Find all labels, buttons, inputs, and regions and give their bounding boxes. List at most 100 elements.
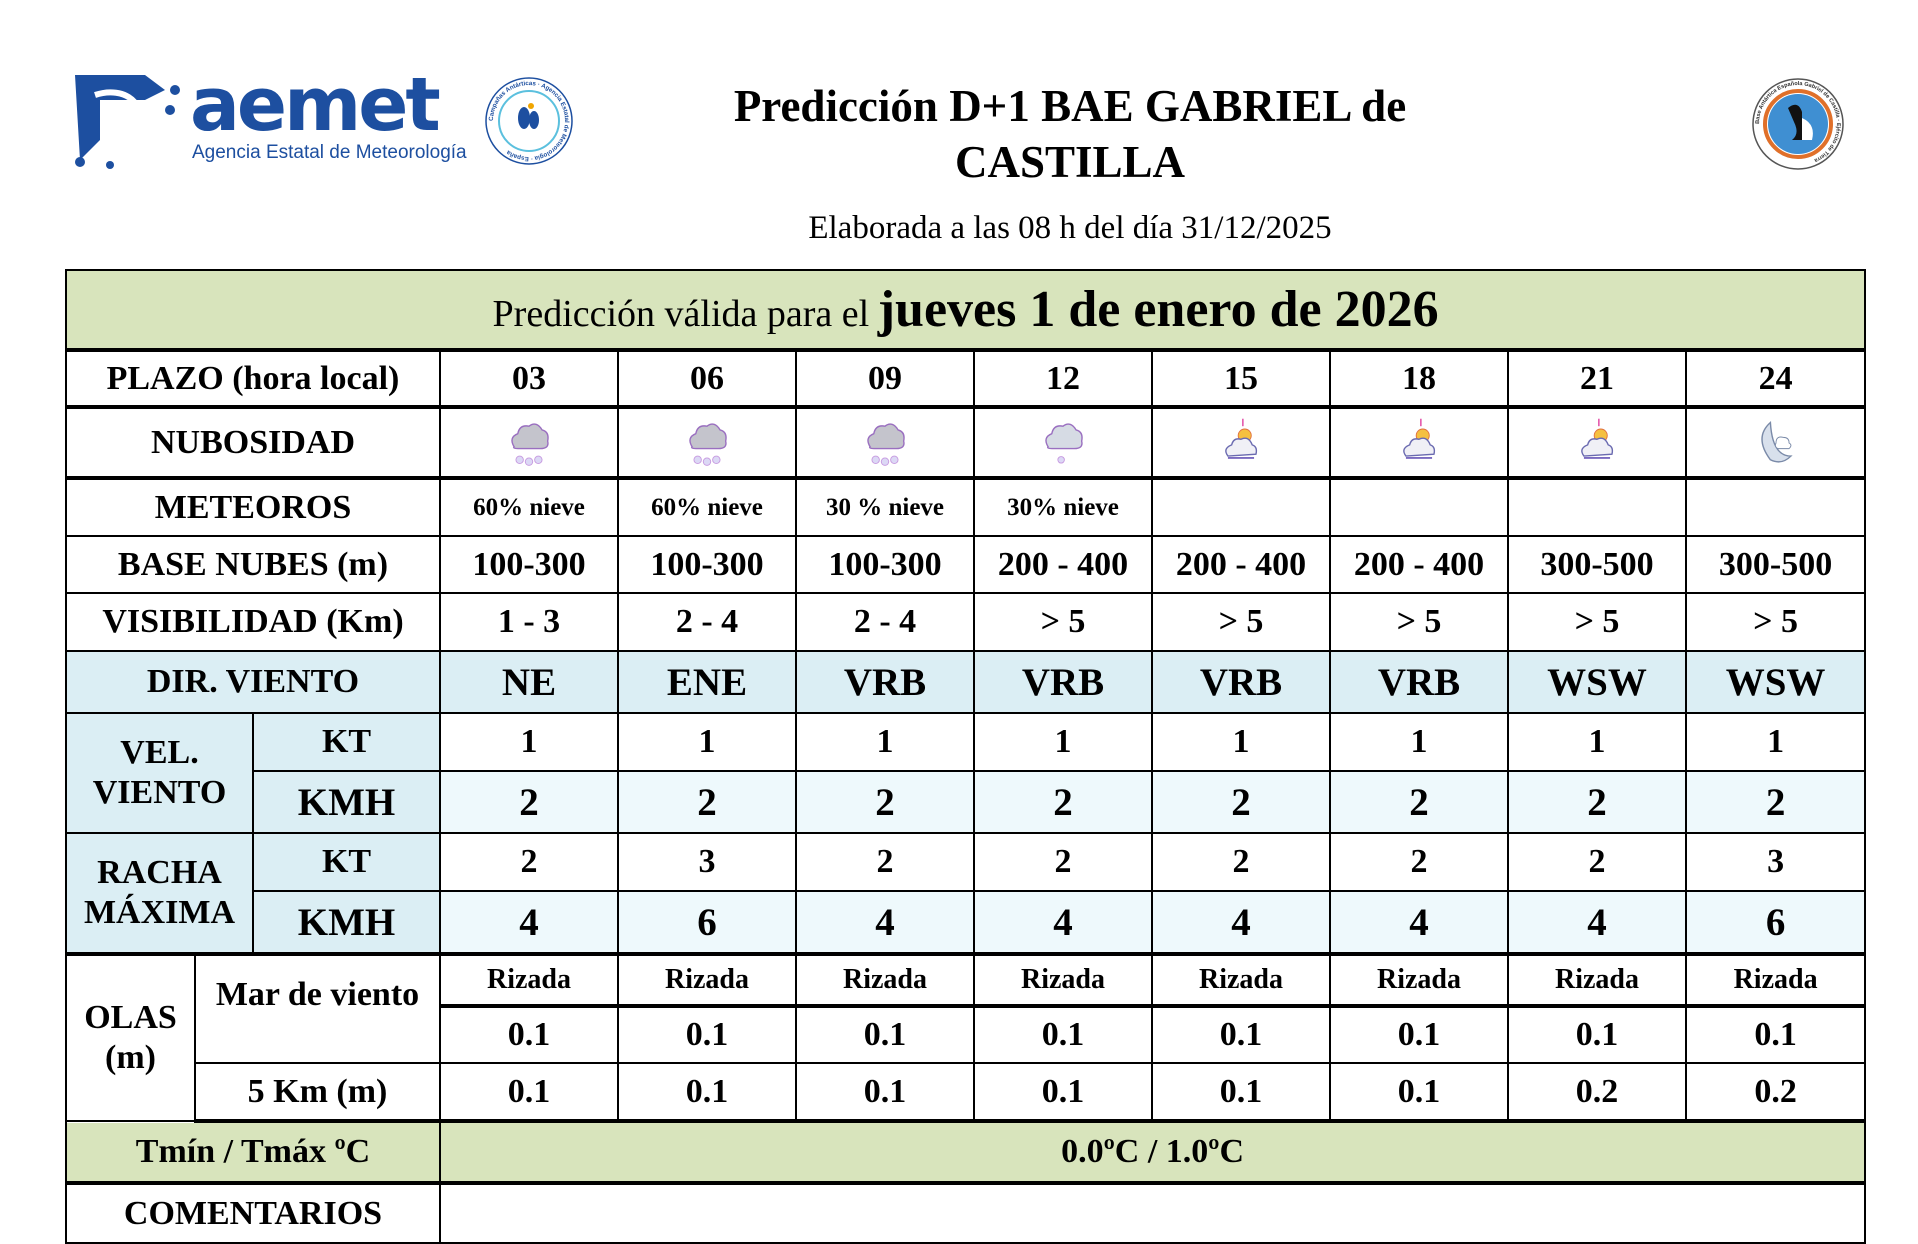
mar-height-cell: 0.1 <box>439 1005 619 1064</box>
vis-cell: > 5 <box>973 592 1153 652</box>
vel-kmh-cell: 2 <box>1684 770 1867 834</box>
row-label: PLAZO (hora local) <box>65 349 441 409</box>
row-vel-kt: VEL. VIENTO KT 1 1 1 1 1 1 1 1 <box>65 712 1867 834</box>
hour-cell: 12 <box>973 349 1153 409</box>
km5-cell: 0.1 <box>973 1062 1153 1123</box>
racha-kt-cell: 2 <box>973 832 1153 892</box>
racha-kt-cell: 2 <box>1151 832 1331 892</box>
dir-cell: VRB <box>1151 650 1331 714</box>
km5-cell: 0.2 <box>1684 1062 1867 1123</box>
row-label: COMENTARIOS <box>65 1182 441 1244</box>
row-mar-height: 0.1 0.1 0.1 0.1 0.1 0.1 0.1 0.1 <box>66 1005 1867 1064</box>
dir-cell: VRB <box>795 650 975 714</box>
aemet-logo-word: aemet <box>190 62 441 148</box>
base-cell: 300-500 <box>1507 535 1687 594</box>
km5-cell: 0.2 <box>1507 1062 1687 1123</box>
mar-height-cell: 0.1 <box>1507 1005 1687 1064</box>
km5-cell: 0.1 <box>617 1062 797 1123</box>
validity-date: jueves 1 de enero de 2026 <box>877 281 1439 338</box>
row-comentarios: COMENTARIOS <box>65 1182 1867 1244</box>
row-5km: 5 Km (m) 0.1 0.1 0.1 0.1 0.1 0.1 0.2 0.2 <box>66 1062 1867 1123</box>
base-cell: 200 - 400 <box>1151 535 1331 594</box>
forecast-table: Predicción válida para el jueves 1 de en… <box>64 269 1867 1244</box>
validity-header: Predicción válida para el jueves 1 de en… <box>64 269 1867 352</box>
mar-state-cell: Rizada <box>439 953 619 1008</box>
meteoros-cell <box>1507 477 1687 537</box>
vis-cell: > 5 <box>1684 592 1867 652</box>
racha-kmh-cell: 4 <box>439 890 619 956</box>
row-mar-state: OLAS (m) Mar de viento Rizada Rizada Riz… <box>65 953 1867 1122</box>
cloud-sun-icon <box>1329 406 1509 480</box>
racha-kt-cell: 2 <box>1329 832 1509 892</box>
meteoros-cell <box>1329 477 1509 537</box>
row-label: OLAS (m) <box>65 953 196 1122</box>
base-cell: 200 - 400 <box>973 535 1153 594</box>
dir-cell: WSW <box>1684 650 1867 714</box>
base-cell: 300-500 <box>1684 535 1867 594</box>
page-title: Predicción D+1 BAE GABRIEL de CASTILLA <box>733 81 1407 187</box>
mar-state-cell: Rizada <box>1151 953 1331 1008</box>
racha-kmh-cell: 4 <box>795 890 975 956</box>
aemet-swirl-icon <box>75 75 180 169</box>
km5-cell: 0.1 <box>1151 1062 1331 1123</box>
hour-cell: 21 <box>1507 349 1687 409</box>
row-racha-kmh: KMH 4 6 4 4 4 4 4 6 <box>66 890 1867 956</box>
row-label: BASE NUBES (m) <box>65 535 441 594</box>
racha-kmh-cell: 4 <box>1151 890 1331 956</box>
vel-kmh-cell: 2 <box>617 770 797 834</box>
hour-cell: 06 <box>617 349 797 409</box>
base-cell: 100-300 <box>617 535 797 594</box>
vel-kt-cell: 1 <box>439 712 619 772</box>
vel-kmh-cell: 2 <box>973 770 1153 834</box>
vel-kmh-cell: 2 <box>795 770 975 834</box>
row-label: RACHA MÁXIMA <box>65 832 254 956</box>
row-vel-kmh: KMH 2 2 2 2 2 2 2 2 <box>66 770 1867 834</box>
vel-kmh-cell: 2 <box>1507 770 1687 834</box>
mar-state-cell: Rizada <box>1329 953 1509 1008</box>
comments-value <box>438 1182 1867 1244</box>
vel-kt-cell: 1 <box>795 712 975 772</box>
racha-kmh-cell: 4 <box>1507 890 1687 956</box>
cloud-sun-icon <box>1151 406 1331 480</box>
elaboration-time: Elaborada a las 08 h del día 31/12/2025 <box>808 210 1332 246</box>
meteoros-cell <box>1684 477 1867 537</box>
racha-kt-cell: 2 <box>795 832 975 892</box>
dir-cell: NE <box>439 650 619 714</box>
vel-kt-cell: 1 <box>1507 712 1687 772</box>
mar-state-cell: Rizada <box>1684 953 1867 1008</box>
km5-cell: 0.1 <box>1329 1062 1509 1123</box>
row-label: Mar de viento <box>194 953 441 1064</box>
dir-cell: WSW <box>1507 650 1687 714</box>
vis-cell: > 5 <box>1329 592 1509 652</box>
row-base-nubes: BASE NUBES (m) 100-300 100-300 100-300 2… <box>65 535 1867 594</box>
mar-height-cell: 0.1 <box>795 1005 975 1064</box>
mar-state-cell: Rizada <box>795 953 975 1008</box>
racha-kmh-cell: 6 <box>1684 890 1867 956</box>
racha-kmh-cell: 4 <box>973 890 1153 956</box>
hour-cell: 24 <box>1684 349 1867 409</box>
mar-state-cell: Rizada <box>1507 953 1687 1008</box>
hour-cell: 09 <box>795 349 975 409</box>
racha-kmh-cell: 6 <box>617 890 797 956</box>
cloud-sun-icon <box>1507 406 1687 480</box>
dir-cell: VRB <box>973 650 1153 714</box>
mar-height-cell: 0.1 <box>1329 1005 1509 1064</box>
vel-kmh-cell: 2 <box>1329 770 1509 834</box>
row-label: DIR. VIENTO <box>65 650 441 714</box>
base-cell: 100-300 <box>439 535 619 594</box>
base-cell: 100-300 <box>795 535 975 594</box>
unit-label: KT <box>252 832 441 892</box>
snow-cloud-icon <box>439 406 619 480</box>
unit-label: KMH <box>252 770 441 834</box>
mar-state-cell: Rizada <box>973 953 1153 1008</box>
row-label: NUBOSIDAD <box>65 406 441 480</box>
vis-cell: > 5 <box>1507 592 1687 652</box>
row-visibilidad: VISIBILIDAD (Km) 1 - 3 2 - 4 2 - 4 > 5 >… <box>65 592 1867 652</box>
moon-cloud-icon <box>1684 406 1867 480</box>
unit-label: KMH <box>252 890 441 956</box>
snow-cloud-icon <box>617 406 797 480</box>
mar-height-cell: 0.1 <box>617 1005 797 1064</box>
racha-kmh-cell: 4 <box>1329 890 1509 956</box>
vel-kt-cell: 1 <box>1684 712 1867 772</box>
racha-kt-cell: 3 <box>617 832 797 892</box>
